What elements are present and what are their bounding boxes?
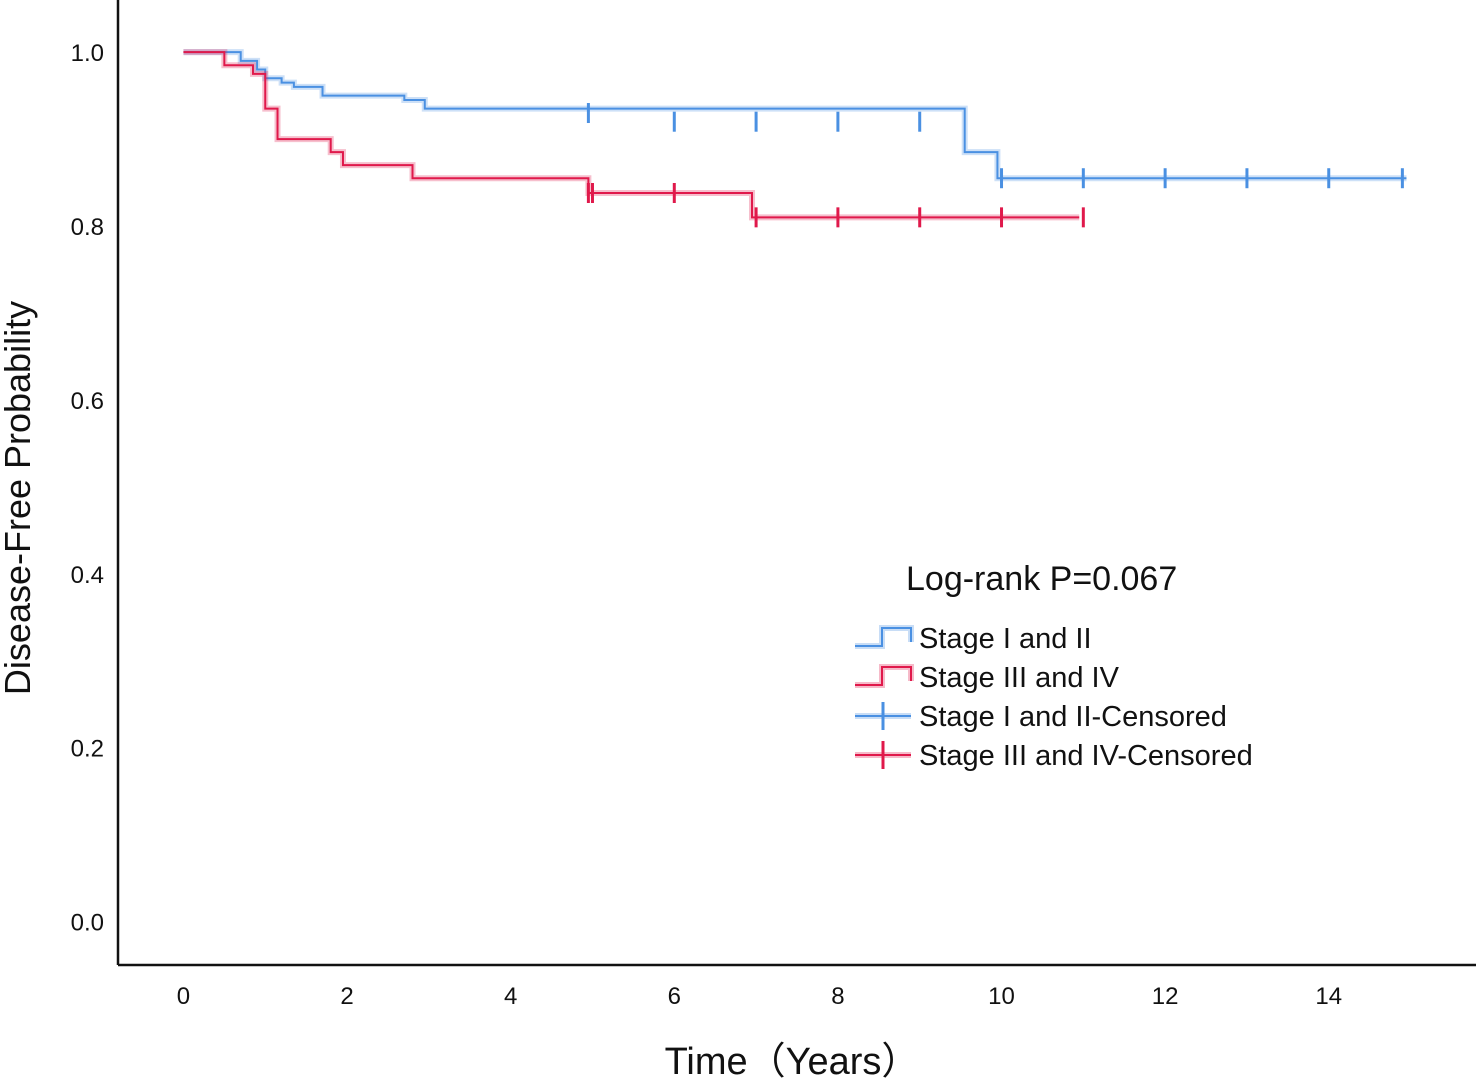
y-tick-label: 0.8	[71, 214, 104, 241]
censor-marks	[586, 103, 1404, 228]
legend-item: Stage III and IV-Censored	[855, 740, 1253, 772]
y-tick-labels: 0.0 0.2 0.4 0.6 0.8 1.0	[71, 40, 104, 936]
x-tick-label: 6	[668, 983, 681, 1010]
series-halo-1	[183, 49, 1407, 182]
x-tick-labels: 0 2 4 6 8 10 12 14	[177, 983, 1342, 1010]
x-tick-label: 0	[177, 983, 190, 1010]
legend-label: Stage I and II	[919, 623, 1092, 655]
series-group	[183, 49, 1407, 221]
log-rank-annotation: Log-rank P=0.067	[906, 560, 1177, 598]
x-tick-label: 8	[831, 983, 844, 1010]
y-tick-label: 0.2	[71, 736, 104, 763]
x-axis-title: Time（Years）	[665, 1041, 920, 1083]
x-tick-label: 12	[1152, 983, 1179, 1010]
legend-item: Stage I and II-Censored	[855, 701, 1227, 733]
legend-label: Stage III and IV	[919, 662, 1120, 694]
legend-item: Stage I and II	[855, 623, 1092, 655]
series-line-1	[183, 51, 1407, 180]
legend-label: Stage III and IV-Censored	[919, 740, 1253, 772]
x-tick-label: 10	[988, 983, 1015, 1010]
legend-item: Stage III and IV	[855, 662, 1120, 694]
x-tick-label: 2	[340, 983, 353, 1010]
x-tick-label: 4	[504, 983, 517, 1010]
legend-label: Stage I and II-Censored	[919, 701, 1227, 733]
series-line-2	[183, 51, 1080, 219]
legend-swatch-line	[855, 627, 912, 647]
y-tick-label: 0.6	[71, 388, 104, 415]
legend-swatch-line	[855, 666, 912, 686]
legend: Stage I and II Stage III and IV Stage I an…	[855, 623, 1253, 772]
y-axis-title: Disease-Free Probability	[0, 301, 38, 695]
y-tick-label: 0.0	[71, 910, 104, 937]
axes	[116, 0, 1476, 967]
x-tick-label: 14	[1315, 983, 1342, 1010]
y-tick-label: 0.4	[71, 562, 104, 589]
y-tick-label: 1.0	[71, 40, 104, 67]
